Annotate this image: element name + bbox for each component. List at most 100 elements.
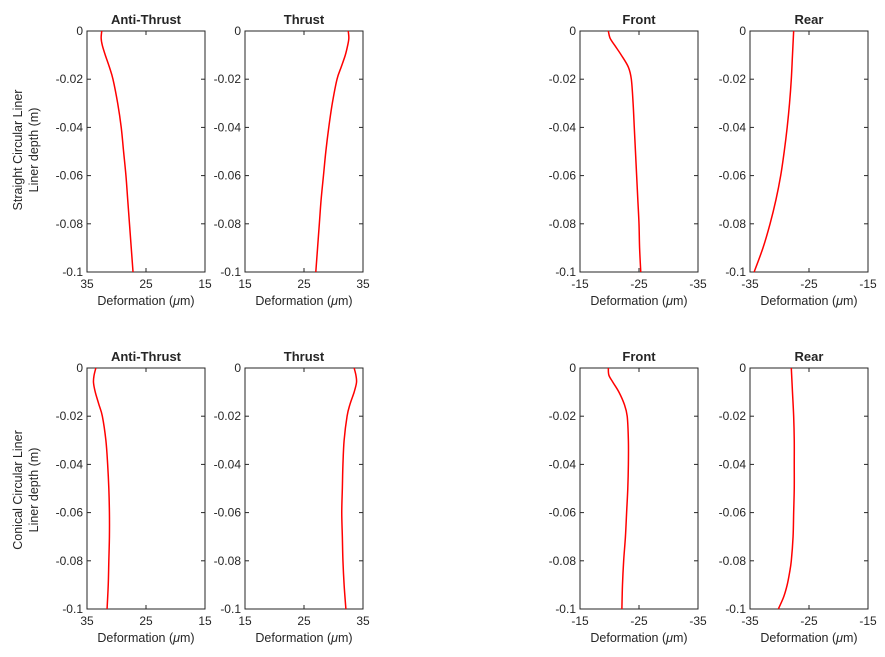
row-label-line2: Liner depth (m): [27, 448, 41, 533]
y-tick-label: -0.06: [719, 506, 747, 520]
x-axis-label-symbol: μ: [172, 294, 180, 308]
y-tick-label: -0.08: [549, 554, 577, 568]
subplot-anti-thrust-straight: Anti-Thrust 0 -0.02 -0.04 -0.06 -0.08 -0.135 25…: [56, 12, 212, 308]
x-axis-label-symbol: μ: [835, 294, 843, 308]
x-axis-label-text: Deformation (: [97, 631, 174, 645]
deformation-series-line: [341, 367, 358, 610]
y-tick-label: -0.06: [214, 506, 242, 520]
deformation-series-line: [92, 367, 111, 610]
x-axis-label: Deformation (μm): [97, 294, 194, 308]
row-label-line1: Conical Circular Liner: [11, 430, 25, 550]
x-axis-label-unit: m): [673, 631, 688, 645]
x-tick-label: -25: [800, 614, 818, 628]
axes-box: [749, 367, 869, 610]
x-axis-label-text: Deformation (: [255, 294, 332, 308]
subplot-title: Front: [622, 12, 656, 27]
row-label-straight: Straight Circular Liner Liner depth (m): [11, 90, 41, 211]
y-tick-label: -0.08: [549, 217, 577, 231]
y-tick-label: -0.02: [214, 409, 242, 423]
y-tick-label: -0.08: [56, 554, 84, 568]
subplot-title: Anti-Thrust: [111, 349, 182, 364]
x-tick-label: 15: [198, 614, 212, 628]
y-tick-label: -0.06: [549, 169, 577, 183]
x-axis-label: Deformation (μm): [760, 294, 857, 308]
y-tick-label: -0.02: [214, 72, 242, 86]
subplot-title: Anti-Thrust: [111, 12, 182, 27]
y-tick-label: -0.04: [56, 120, 84, 134]
y-tick-label: 0: [76, 361, 83, 375]
x-axis-label-text: Deformation (: [760, 631, 837, 645]
x-axis-label: Deformation (μm): [97, 631, 194, 645]
x-axis-label-symbol: μ: [665, 631, 673, 645]
y-tick-label: -0.08: [56, 217, 84, 231]
y-tick-label: -0.02: [719, 409, 747, 423]
y-tick-label: -0.1: [725, 265, 746, 279]
x-tick-label: -35: [741, 277, 759, 291]
subplot-title: Rear: [795, 12, 824, 27]
row-label-line2: Liner depth (m): [27, 108, 41, 193]
x-axis-label: Deformation (μm): [255, 631, 352, 645]
deformation-series-line: [315, 30, 350, 273]
x-axis-label: Deformation (μm): [590, 631, 687, 645]
x-axis-label-symbol: μ: [330, 294, 338, 308]
y-tick-label: -0.02: [56, 409, 84, 423]
x-axis-label-symbol: μ: [172, 631, 180, 645]
y-tick-label: 0: [739, 24, 746, 38]
x-tick-label: -35: [741, 614, 759, 628]
deformation-series-line: [753, 30, 795, 273]
axes-box: [86, 30, 206, 273]
y-tick-label: -0.04: [549, 457, 577, 471]
x-axis-label-unit: m): [180, 294, 195, 308]
x-axis-label-unit: m): [843, 631, 858, 645]
subplot-title: Rear: [795, 349, 824, 364]
x-tick-label: -15: [859, 277, 877, 291]
y-tick-label: 0: [569, 361, 576, 375]
x-axis-label-text: Deformation (: [97, 294, 174, 308]
y-tick-label: -0.08: [719, 217, 747, 231]
y-tick-label: -0.04: [56, 457, 84, 471]
y-tick-label: -0.04: [549, 120, 577, 134]
x-tick-label: -15: [571, 277, 589, 291]
x-axis-label-text: Deformation (: [255, 631, 332, 645]
x-axis-label-text: Deformation (: [760, 294, 837, 308]
x-tick-label: -25: [800, 277, 818, 291]
y-tick-label: -0.1: [220, 602, 241, 616]
subplot-thrust-straight: Thrust 0 -0.02 -0.04 -0.06 -0.08 -0.115 25 35 Def…: [214, 12, 370, 308]
y-tick-label: -0.08: [719, 554, 747, 568]
y-tick-label: -0.08: [214, 554, 242, 568]
x-tick-label: 35: [80, 614, 94, 628]
subplot-title: Thrust: [284, 12, 325, 27]
x-tick-label: 25: [297, 614, 311, 628]
subplot-anti-thrust-conical: Anti-Thrust 0 -0.02 -0.04 -0.06 -0.08 -0.135 25…: [56, 349, 212, 645]
y-tick-label: -0.06: [549, 506, 577, 520]
y-tick-label: -0.1: [220, 265, 241, 279]
subplot-thrust-conical: Thrust 0 -0.02 -0.04 -0.06 -0.08 -0.115 25 35 Def…: [214, 349, 370, 645]
deformation-series-line: [607, 30, 642, 273]
subplot-grid: Anti-Thrust 0 -0.02 -0.04 -0.06 -0.08 -0.1 35 25…: [56, 12, 877, 645]
y-tick-label: -0.06: [214, 169, 242, 183]
x-axis-label-symbol: μ: [330, 631, 338, 645]
y-tick-label: 0: [76, 24, 83, 38]
x-axis-label-unit: m): [180, 631, 195, 645]
deformation-series-line: [607, 367, 630, 610]
x-axis-label-text: Deformation (: [590, 294, 667, 308]
x-axis-label-unit: m): [338, 294, 353, 308]
y-tick-label: -0.06: [719, 169, 747, 183]
y-tick-label: 0: [234, 24, 241, 38]
y-tick-label: 0: [739, 361, 746, 375]
x-axis-label: Deformation (μm): [255, 294, 352, 308]
x-tick-label: 25: [139, 614, 153, 628]
x-tick-label: 15: [238, 277, 252, 291]
y-tick-label: -0.04: [214, 120, 242, 134]
subplot-title: Front: [622, 349, 656, 364]
x-tick-label: 25: [297, 277, 311, 291]
x-tick-label: -25: [630, 614, 648, 628]
x-tick-label: -25: [630, 277, 648, 291]
x-tick-label: 15: [238, 614, 252, 628]
deformation-series-line: [777, 367, 796, 610]
y-tick-label: -0.04: [214, 457, 242, 471]
